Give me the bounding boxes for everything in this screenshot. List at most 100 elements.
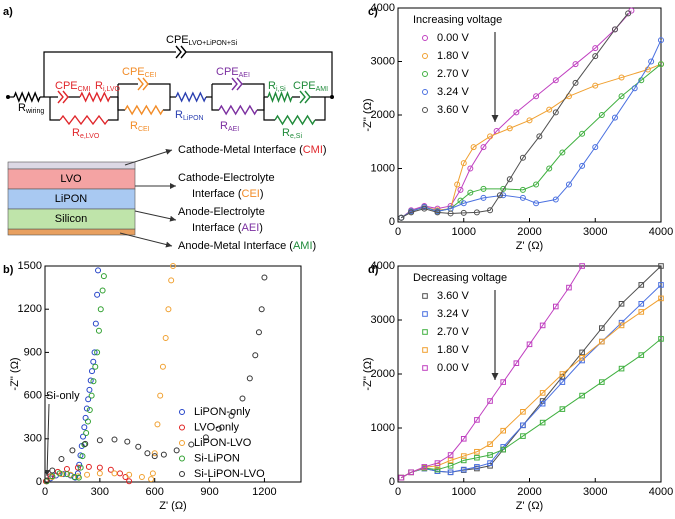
- data-point: [173, 447, 180, 454]
- plot-frame: [44, 265, 302, 483]
- panel-label: b): [3, 264, 14, 276]
- data-point: [519, 194, 526, 201]
- data-point: [60, 471, 67, 478]
- data-point: [99, 287, 106, 294]
- resistor: [175, 91, 207, 103]
- data-point: [474, 454, 480, 461]
- resistor: [59, 114, 109, 126]
- legend-label: Si-LiPON: [194, 452, 240, 464]
- x-tick-label: 4000: [649, 226, 673, 238]
- y-tick-label: 1200: [18, 303, 42, 315]
- legend-marker: [422, 71, 428, 77]
- bottom-current-collector: [7, 228, 136, 236]
- x-tick-label: 0: [395, 486, 401, 498]
- data-point: [82, 440, 89, 447]
- data-point: [84, 418, 91, 425]
- data-point: [625, 10, 632, 17]
- interface-text: Cathode-Electrolyte: [178, 172, 275, 184]
- data-point: [49, 473, 56, 480]
- data-point: [144, 450, 151, 457]
- data-point: [599, 338, 605, 345]
- wire: [186, 51, 333, 97]
- layer-stack: LVO LiPON Silicon Cathode-Metal Interface (…: [7, 144, 327, 252]
- y-tick-label: 3000: [371, 314, 395, 326]
- circuit-label: CPELVO+LiPON+Si: [166, 34, 238, 47]
- legend-label: 1.80 V: [437, 50, 469, 62]
- circuit-label: RLiPON: [175, 109, 204, 122]
- data-point: [168, 277, 175, 284]
- data-point: [159, 363, 166, 370]
- fit-line: [401, 265, 583, 479]
- data-point: [599, 379, 605, 385]
- x-tick-label: 0: [42, 486, 48, 498]
- data-point: [255, 329, 262, 336]
- data-point: [519, 154, 526, 161]
- data-point: [215, 425, 222, 432]
- data-point: [77, 464, 84, 471]
- data-point: [81, 441, 88, 448]
- x-tick-label: 300: [91, 486, 109, 498]
- x-tick-label: 3000: [583, 226, 607, 238]
- data-point: [566, 284, 572, 291]
- legend-label: 0.00 V: [437, 362, 469, 374]
- label-main: CPE: [293, 80, 316, 92]
- data-point: [533, 200, 540, 207]
- label-sub: LiPON: [183, 115, 204, 122]
- data-point: [539, 390, 546, 396]
- legend-marker: [422, 293, 428, 299]
- data-point: [79, 453, 86, 460]
- interface-text: AEI: [242, 222, 260, 234]
- data-point: [434, 466, 441, 473]
- resistor: [274, 114, 316, 126]
- data-point: [618, 322, 625, 329]
- data-point: [618, 301, 625, 307]
- data-point: [467, 189, 474, 196]
- data-point: [111, 470, 118, 477]
- legend-marker: [179, 455, 185, 462]
- legend-marker: [422, 311, 428, 317]
- circuit-label: Ri,Si: [268, 80, 286, 93]
- data-point: [398, 474, 405, 481]
- data-point: [526, 117, 533, 124]
- data-point: [96, 470, 103, 477]
- y-tick-label: 1000: [371, 422, 395, 434]
- data-point: [552, 196, 559, 203]
- data-point: [500, 185, 507, 192]
- data-point: [100, 273, 107, 280]
- label-main: R: [72, 127, 80, 139]
- data-point: [457, 186, 464, 193]
- data-point: [658, 61, 664, 68]
- data-point: [565, 181, 572, 188]
- circuit-label: RCEI: [130, 120, 150, 133]
- x-axis-label: Z' (Ω): [159, 500, 186, 512]
- legend-label: 2.70 V: [437, 68, 469, 80]
- circuit-label: CPECEI: [122, 66, 156, 79]
- label-main: R: [95, 80, 103, 92]
- data-point: [246, 375, 253, 382]
- data-point: [75, 474, 82, 481]
- fit-line: [400, 10, 632, 219]
- data-point: [474, 417, 480, 423]
- data-point: [513, 360, 520, 366]
- data-point: [91, 349, 98, 356]
- label-main: CPE: [166, 34, 189, 46]
- legend-marker: [179, 440, 185, 446]
- label-sub: LVO+LiPON+Si: [189, 40, 238, 47]
- legend-label: 0.00 V: [437, 32, 469, 44]
- data-point: [83, 405, 90, 412]
- y-axis-label: -Z'' (Ω): [362, 357, 374, 390]
- data-point: [579, 355, 585, 361]
- fit-line: [401, 338, 662, 479]
- data-point: [460, 466, 467, 473]
- data-point: [398, 474, 405, 481]
- label-sub: CEI: [145, 72, 157, 79]
- data-point: [546, 106, 553, 113]
- label-sub: AMI: [316, 86, 329, 93]
- data-point: [572, 79, 579, 86]
- data-point: [480, 144, 487, 151]
- data-point: [398, 214, 405, 221]
- legend-marker: [422, 89, 428, 95]
- layer-label: Silicon: [55, 213, 87, 225]
- y-tick-label: 0: [389, 216, 395, 228]
